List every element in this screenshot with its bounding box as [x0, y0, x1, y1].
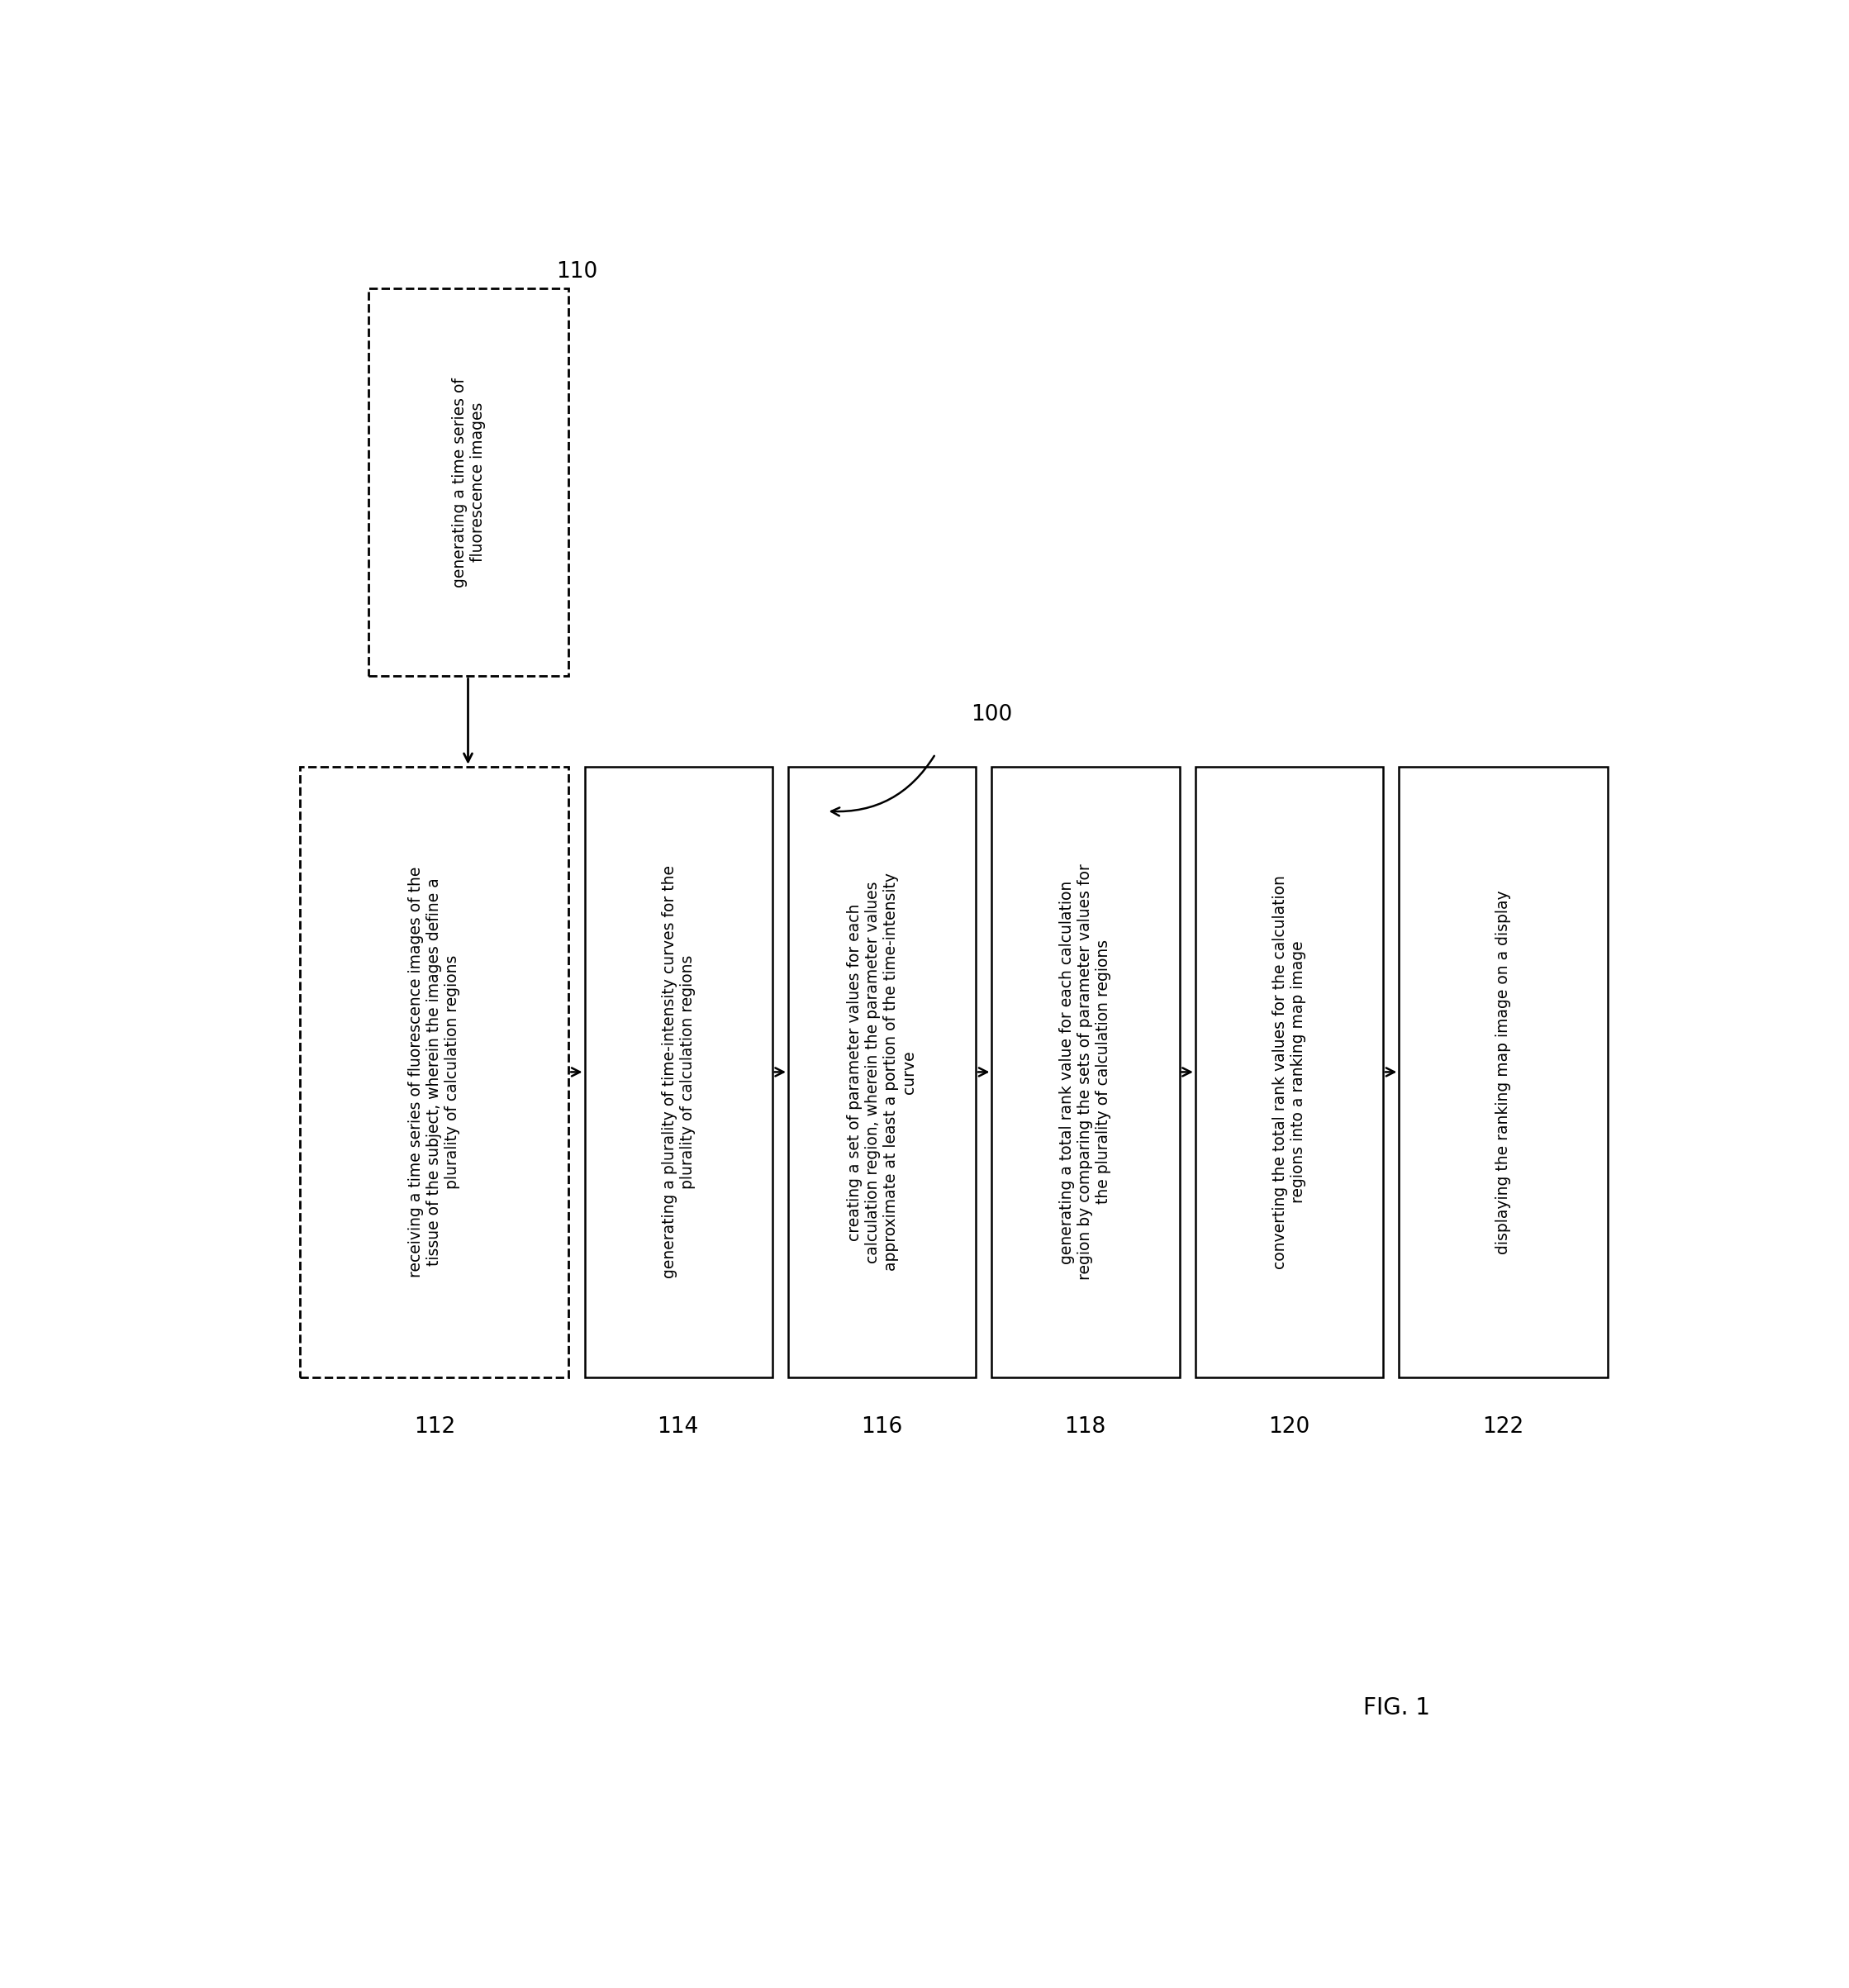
Text: 122: 122 — [1483, 1415, 1524, 1437]
Text: 112: 112 — [414, 1415, 455, 1437]
Bar — [788, 767, 976, 1378]
Bar — [584, 767, 773, 1378]
Bar — [991, 767, 1180, 1378]
Text: receiving a time series of fluorescence images of the
tissue of the subject, whe: receiving a time series of fluorescence … — [409, 867, 460, 1278]
Text: converting the total rank values for the calculation
regions into a ranking map : converting the total rank values for the… — [1272, 875, 1305, 1268]
Text: displaying the ranking map image on a display: displaying the ranking map image on a di… — [1496, 891, 1511, 1254]
Text: 100: 100 — [971, 704, 1011, 726]
Text: FIG. 1: FIG. 1 — [1363, 1696, 1429, 1720]
Text: generating a plurality of time-intensity curves for the
plurality of calculation: generating a plurality of time-intensity… — [662, 865, 695, 1278]
Text: 118: 118 — [1065, 1415, 1106, 1437]
Text: 114: 114 — [656, 1415, 699, 1437]
Text: 116: 116 — [862, 1415, 902, 1437]
Bar — [1196, 767, 1383, 1378]
Bar — [1400, 767, 1609, 1378]
Bar — [368, 288, 568, 676]
Text: creating a set of parameter values for each
calculation region, wherein the para: creating a set of parameter values for e… — [847, 873, 917, 1270]
Text: generating a time series of
fluorescence images: generating a time series of fluorescence… — [451, 378, 486, 586]
Bar — [300, 767, 568, 1378]
Text: generating a total rank value for each calculation
region by comparing the sets : generating a total rank value for each c… — [1059, 865, 1111, 1280]
Text: 110: 110 — [557, 260, 597, 282]
Text: 120: 120 — [1268, 1415, 1309, 1437]
